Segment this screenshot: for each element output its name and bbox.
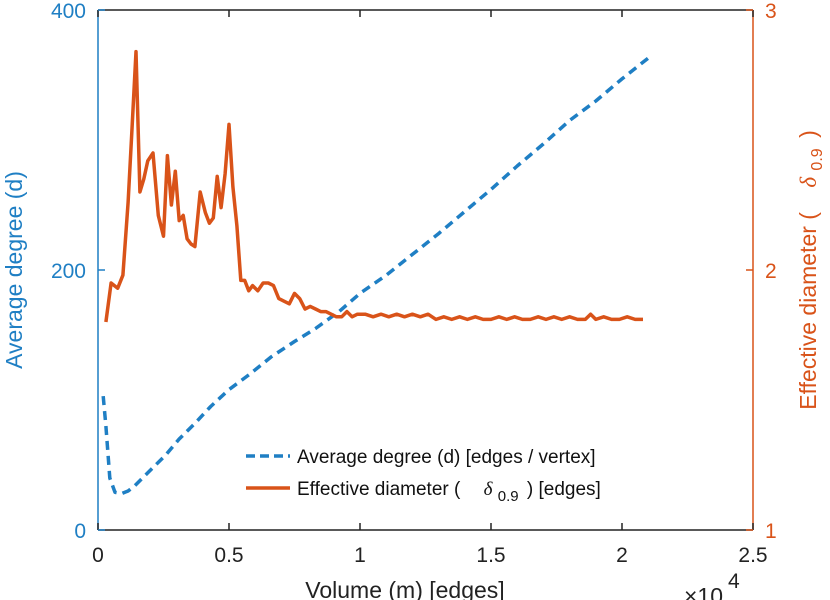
x-ticks: 0 0.5 1 1.5 2 2.5: [92, 10, 768, 567]
y-left-tick-label: 0: [74, 520, 86, 543]
y-left-axis-label: Average degree (d): [1, 171, 27, 369]
x-axis-label: Volume (m) [edges]: [305, 577, 504, 600]
series-layer: [101, 49, 650, 496]
y-right-label-subscript: 0.9: [809, 148, 826, 170]
y-left-ticks: 0 200 400: [51, 0, 105, 543]
series-line-average-degree: [101, 56, 650, 496]
x-tick-label: 2: [616, 544, 628, 567]
legend-diameter-subscript: 0.9: [498, 488, 519, 505]
y-right-tick-label: 1: [765, 520, 777, 543]
x-tick-label: 1: [354, 544, 366, 567]
legend-diameter-suffix: ) [edges]: [527, 479, 601, 500]
y-left-tick-label: 200: [51, 260, 86, 283]
legend-label-average-degree: Average degree (d) [edges / vertex]: [297, 447, 596, 468]
legend: Average degree (d) [edges / vertex] Effe…: [246, 447, 601, 506]
y-left-tick-label: 400: [51, 0, 86, 23]
y-right-tick-label: 3: [765, 0, 777, 23]
x-tick-label: 0.5: [214, 544, 243, 567]
x-tick-label: 1.5: [476, 544, 505, 567]
series-line-effective-diameter: [104, 49, 643, 323]
y-right-label-symbol: δ: [796, 177, 821, 188]
y-right-label-suffix: ): [795, 130, 821, 138]
y-right-label-prefix: Effective diameter (: [795, 212, 821, 410]
legend-label-effective-diameter: Effective diameter ( δ 0.9 ) [edges]: [297, 479, 601, 506]
legend-diameter-prefix: Effective diameter (: [297, 479, 461, 500]
y-right-tick-label: 2: [765, 260, 777, 283]
x-multiplier-label: ×10: [684, 583, 723, 600]
svg-text:Effective diameter ( δ: Effective diameter ( δ 0.9 ): [795, 130, 827, 410]
x-multiplier-exponent: 4: [728, 570, 740, 593]
legend-diameter-symbol: δ: [484, 479, 494, 500]
y-right-axis-label: Effective diameter ( δ 0.9 ): [795, 130, 827, 410]
x-tick-label: 2.5: [738, 544, 767, 567]
x-tick-label: 0: [92, 544, 104, 567]
y-right-ticks: 1 2 3: [746, 0, 777, 543]
